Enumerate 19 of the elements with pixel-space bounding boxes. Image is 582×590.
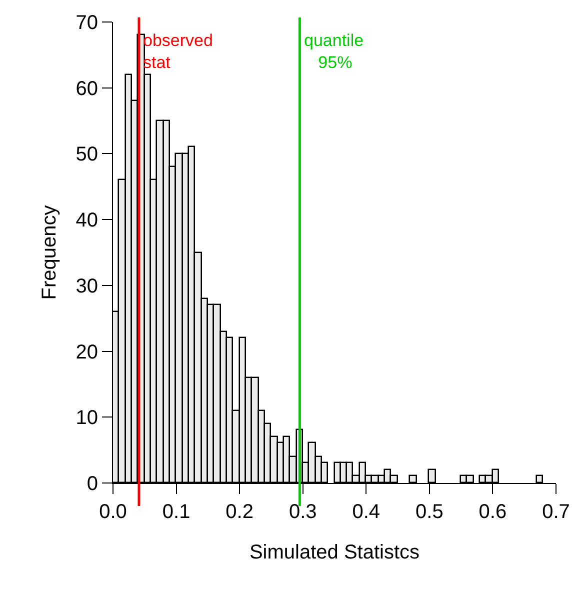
x-tick-label: 0.6 [478,501,507,523]
y-tick-label: 0 [86,473,98,495]
y-tick-label: 50 [76,144,98,166]
y-tick-label: 10 [76,407,98,430]
ref-line-label: quantile 95% [304,31,364,72]
x-tick-label: 0.4 [352,501,380,523]
x-tick-label: 0.2 [226,501,254,523]
y-tick-label: 70 [76,12,98,34]
y-tick-label: 40 [76,210,98,232]
y-tick-label: 30 [76,275,98,298]
x-tick-label: 0.3 [288,501,317,523]
x-tick-label: 0.5 [416,501,444,523]
y-tick-label: 20 [76,341,98,364]
x-axis-title: Simulated Statistcs [249,542,420,564]
x-tick-label: 0.0 [99,501,127,523]
y-tick-label: 60 [76,78,98,100]
x-tick-label: 0.7 [542,501,570,523]
y-axis-title: Frequency [38,205,60,300]
x-tick-label: 0.1 [162,501,190,523]
